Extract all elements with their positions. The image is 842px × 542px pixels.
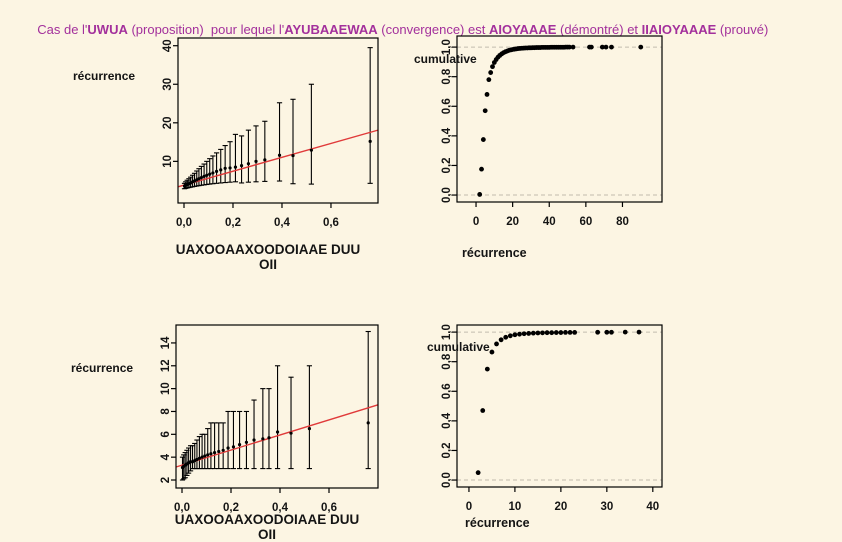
x-axis-label-top-left: UAXOOAAXOODOIAAE DUU OII <box>175 242 361 272</box>
svg-text:60: 60 <box>579 216 592 228</box>
svg-text:0,2: 0,2 <box>441 157 453 173</box>
svg-text:0,2: 0,2 <box>225 217 241 229</box>
svg-text:6: 6 <box>160 431 172 437</box>
svg-text:0,4: 0,4 <box>272 502 289 514</box>
svg-text:0,8: 0,8 <box>441 68 453 85</box>
svg-text:30: 30 <box>162 78 174 91</box>
svg-text:0,6: 0,6 <box>323 217 339 229</box>
title-segment-bold: AYUBAAEWAA <box>284 22 378 37</box>
panel-top-right-cumulative: 0 20 40 60 80 0,0 0,2 0,4 0,6 0,8 1,0 <box>441 35 663 228</box>
panel-bottom-right-cumulative: 0 10 20 30 40 0,0 0,2 0,4 0,6 0,8 1,0 <box>441 324 663 513</box>
panel-top-left-errorbar: 0,0 0,2 0,4 0,6 10 20 30 40 <box>162 37 379 229</box>
title-segment: Cas de l' <box>37 22 88 37</box>
title-segment-bold: IIAIOYAAAE <box>641 22 717 37</box>
svg-text:0,0: 0,0 <box>176 217 192 229</box>
svg-text:12: 12 <box>160 359 172 372</box>
y-axis-label-cumulative-bottom: cumulative <box>427 340 490 354</box>
svg-text:14: 14 <box>160 336 172 349</box>
svg-text:20: 20 <box>162 116 174 129</box>
panel-bottom-left-errorbar: 0,0 0,2 0,4 0,6 2 4 6 8 10 12 14 <box>160 324 379 514</box>
svg-text:0: 0 <box>473 216 479 228</box>
svg-text:1,0: 1,0 <box>441 324 453 340</box>
svg-text:0,6: 0,6 <box>321 502 337 514</box>
x-axis-label-top-right: récurrence <box>462 246 527 260</box>
svg-text:2: 2 <box>160 477 172 483</box>
svg-text:0,4: 0,4 <box>274 217 291 229</box>
svg-text:0,0: 0,0 <box>441 472 453 488</box>
svg-text:40: 40 <box>543 216 556 228</box>
y-axis-label-recurrence-bottom: récurrence <box>71 361 134 375</box>
svg-text:0,4: 0,4 <box>441 127 453 144</box>
svg-text:40: 40 <box>162 39 174 52</box>
svg-text:0,4: 0,4 <box>441 412 453 429</box>
svg-text:4: 4 <box>160 453 172 460</box>
y-axis-label-recurrence-top: récurrence <box>73 69 136 83</box>
y-axis-label-cumulative-top: cumulative <box>414 52 477 66</box>
title-segment: (démontré) et <box>556 22 642 37</box>
title-segment: (proposition) pour lequel l' <box>127 22 285 37</box>
svg-text:10: 10 <box>509 501 522 513</box>
svg-text:8: 8 <box>160 408 172 415</box>
svg-text:40: 40 <box>646 501 659 513</box>
svg-text:20: 20 <box>554 501 567 513</box>
svg-text:1,0: 1,0 <box>441 39 453 55</box>
svg-text:0,0: 0,0 <box>441 187 453 203</box>
x-axis-label-bottom-right: récurrence <box>465 516 530 530</box>
svg-text:0,6: 0,6 <box>441 98 453 114</box>
svg-text:0,0: 0,0 <box>174 502 190 514</box>
svg-text:30: 30 <box>600 501 613 513</box>
svg-text:0: 0 <box>466 501 472 513</box>
title-segment-bold: UWUA <box>87 22 128 37</box>
x-axis-label-bottom-left: UAXOOAAXOODOIAAE DUU OII <box>174 512 360 542</box>
svg-text:0,2: 0,2 <box>441 442 453 458</box>
page-title: Cas de l'UWUA (proposition) pour lequel … <box>30 7 768 37</box>
svg-text:0,8: 0,8 <box>441 353 453 370</box>
title-segment: (prouvé) <box>716 22 769 37</box>
svg-text:20: 20 <box>506 216 519 228</box>
svg-text:0,2: 0,2 <box>223 502 239 514</box>
title-segment: (convergence) est <box>377 22 489 37</box>
svg-text:0,6: 0,6 <box>441 383 453 399</box>
svg-text:10: 10 <box>160 382 172 395</box>
title-segment-bold: AIOYAAAE <box>488 22 557 37</box>
svg-text:80: 80 <box>616 216 629 228</box>
svg-text:10: 10 <box>162 155 174 168</box>
